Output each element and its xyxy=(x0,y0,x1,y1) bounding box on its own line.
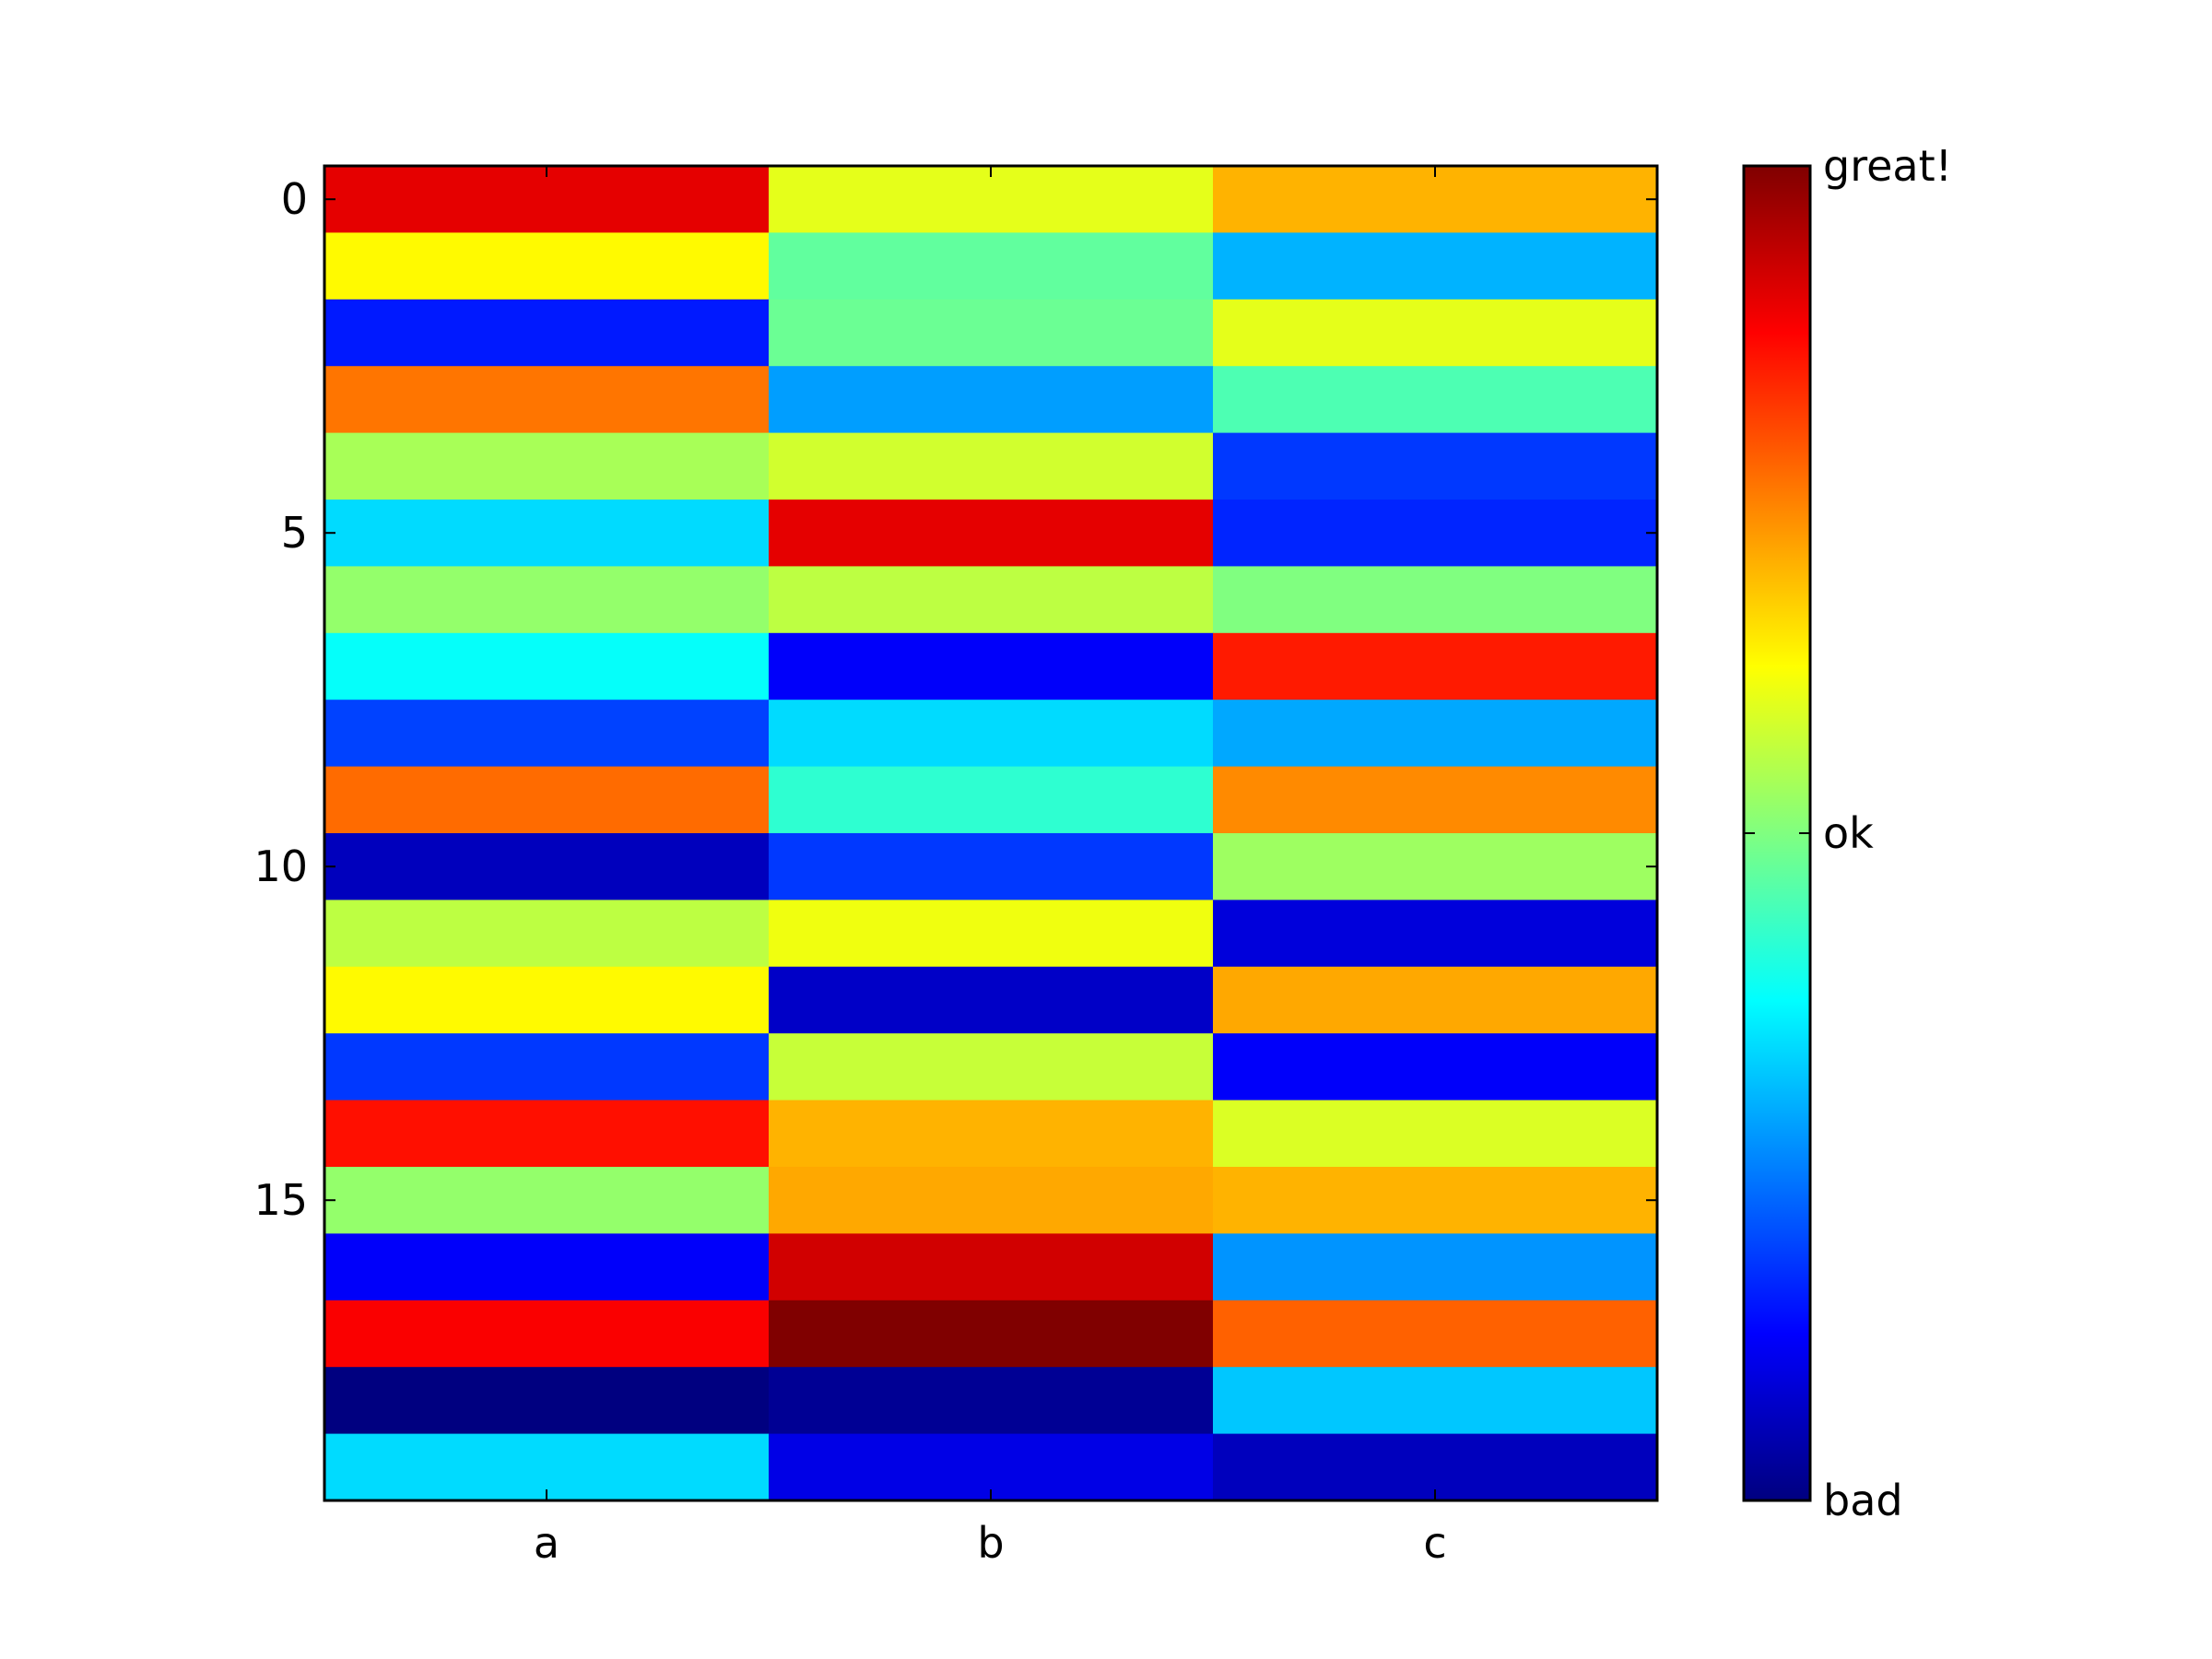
heatmap-cell-r18-c xyxy=(1213,1367,1658,1435)
heatmap-cell-r2-c xyxy=(1213,299,1658,367)
heatmap-cell-r10-a xyxy=(324,833,770,900)
heatmap-cell-r17-c xyxy=(1213,1300,1658,1368)
colorbar-ticks xyxy=(1744,165,1810,1501)
heatmap-cell-r14-c xyxy=(1213,1100,1658,1168)
heatmap-cell-r16-b xyxy=(769,1233,1214,1301)
heatmap-cell-r6-b xyxy=(769,566,1214,634)
heatmap-cell-r12-a xyxy=(324,966,770,1034)
heatmap-cell-r14-b xyxy=(769,1100,1214,1168)
heatmap-cell-r1-c xyxy=(1213,232,1658,300)
heatmap-cell-r8-b xyxy=(769,700,1214,768)
heatmap-cell-r5-b xyxy=(769,500,1214,567)
heatmap-cell-r0-a xyxy=(324,166,770,233)
heatmap-cell-r15-c xyxy=(1213,1167,1658,1234)
heatmap-cell-r1-a xyxy=(324,232,770,300)
heatmap-cell-r3-c xyxy=(1213,366,1658,434)
x-tick-label-a: a xyxy=(534,1518,559,1568)
heatmap-cell-r16-a xyxy=(324,1233,770,1301)
colorbar-tick-label-0: bad xyxy=(1823,1476,1903,1525)
heatmap-cell-r7-a xyxy=(324,632,770,700)
heatmap-cell-r7-b xyxy=(769,632,1214,700)
y-tick-label-0: 0 xyxy=(281,174,308,224)
x-tick-label-c: c xyxy=(1423,1518,1446,1568)
heatmap-cell-r4-c xyxy=(1213,432,1658,500)
heatmap-cell-r3-b xyxy=(769,366,1214,434)
heatmap-cell-r15-b xyxy=(769,1167,1214,1234)
heatmap-cell-r13-a xyxy=(324,1033,770,1101)
heatmap-cell-r13-b xyxy=(769,1033,1214,1101)
heatmap-cell-r1-b xyxy=(769,232,1214,300)
heatmap-cell-r17-a xyxy=(324,1300,770,1368)
heatmap-cell-r17-b xyxy=(769,1300,1214,1368)
heatmap-cell-r4-a xyxy=(324,432,770,500)
y-tick-label-5: 5 xyxy=(281,508,308,558)
heatmap-cell-r9-a xyxy=(324,766,770,834)
heatmap-cell-r7-c xyxy=(1213,632,1658,700)
heatmap-cell-r16-c xyxy=(1213,1233,1658,1301)
heatmap-cell-r18-b xyxy=(769,1367,1214,1435)
axis-tick-labels: a b c 0 5 10 15 xyxy=(253,174,1446,1568)
heatmap-cell-r5-c xyxy=(1213,500,1658,567)
heatmap-cell-r10-b xyxy=(769,833,1214,900)
heatmap-cell-r11-a xyxy=(324,900,770,968)
heatmap-cell-r14-a xyxy=(324,1100,770,1168)
heatmap-cell-r12-c xyxy=(1213,966,1658,1034)
colorbar-tick-labels: bad ok great! xyxy=(1823,141,1952,1525)
heatmap-cell-r8-c xyxy=(1213,700,1658,768)
y-tick-label-15: 15 xyxy=(253,1175,308,1225)
heatmap-cell-r11-c xyxy=(1213,900,1658,968)
heatmap-cell-r6-c xyxy=(1213,566,1658,634)
heatmap-cell-r2-b xyxy=(769,299,1214,367)
heatmap-cell-r13-c xyxy=(1213,1033,1658,1101)
heatmap-cell-r0-c xyxy=(1213,166,1658,233)
colorbar-tick-label-1: ok xyxy=(1823,808,1874,858)
heatmap-cell-r11-b xyxy=(769,900,1214,968)
heatmap-cell-r8-a xyxy=(324,700,770,768)
colorbar-tick-label-2: great! xyxy=(1823,141,1952,191)
heatmap-cell-r15-a xyxy=(324,1167,770,1234)
heatmap-cell-r5-a xyxy=(324,500,770,567)
heatmap-cell-r6-a xyxy=(324,566,770,634)
heatmap-cell-r12-b xyxy=(769,966,1214,1034)
x-tick-label-b: b xyxy=(977,1518,1004,1568)
heatmap-cell-r9-c xyxy=(1213,766,1658,834)
y-tick-label-10: 10 xyxy=(253,841,308,891)
heatmap-cell-r18-a xyxy=(324,1367,770,1435)
heatmap-cells xyxy=(324,166,1658,1501)
heatmap-cell-r9-b xyxy=(769,766,1214,834)
heatmap-cell-r2-a xyxy=(324,299,770,367)
axis-ticks xyxy=(324,166,1657,1500)
heatmap-cell-r4-b xyxy=(769,432,1214,500)
heatmap-cell-r3-a xyxy=(324,366,770,434)
heatmap-cell-r0-b xyxy=(769,166,1214,233)
heatmap-cell-r10-c xyxy=(1213,833,1658,900)
